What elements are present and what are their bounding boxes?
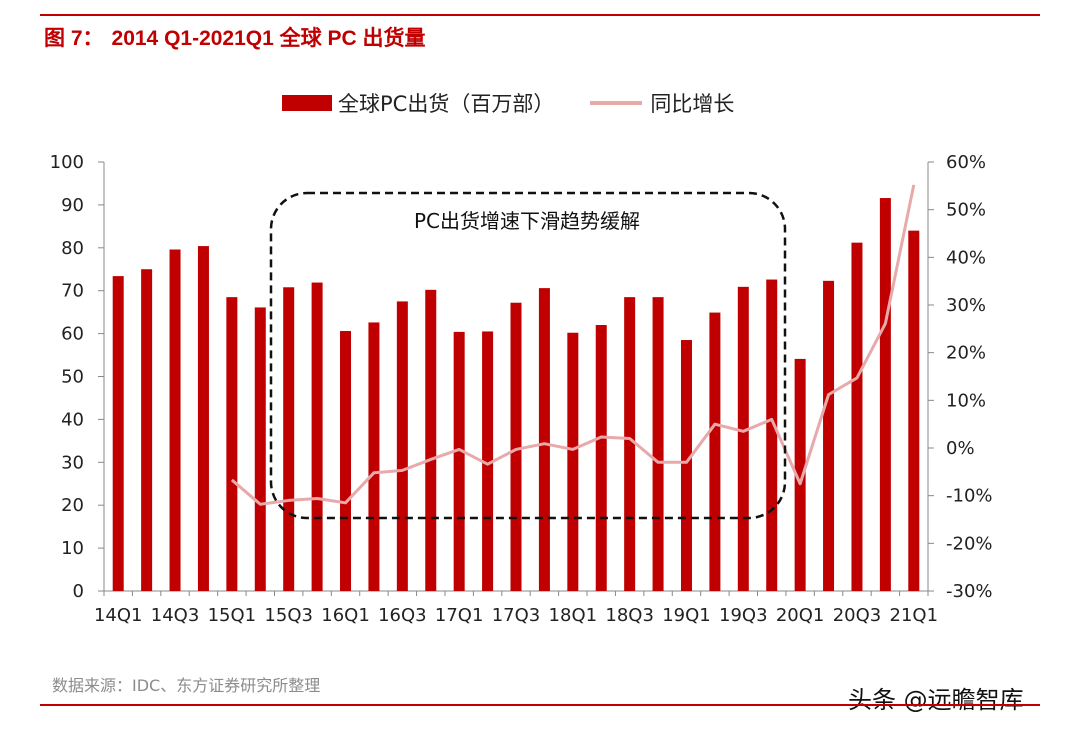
bar-16Q4: [425, 289, 437, 591]
y-left-tick-label: 40: [61, 409, 84, 430]
y-right-tick-label: -30%: [946, 581, 993, 602]
x-tick-label: 16Q3: [378, 605, 427, 626]
figure-title-text: 2014 Q1-2021Q1 全球 PC 出货量: [111, 27, 426, 50]
y-left-tick-label: 10: [61, 538, 84, 559]
bar-16Q2: [368, 322, 380, 591]
y-left-tick-label: 90: [61, 195, 84, 216]
bar-16Q3: [396, 301, 408, 591]
y-right-tick-label: -20%: [946, 533, 993, 554]
bar-19Q4: [766, 279, 778, 591]
x-tick-label: 21Q1: [890, 605, 939, 626]
y-right-tick-label: 20%: [946, 343, 986, 364]
y-left-tick-label: 80: [61, 238, 84, 259]
legend-bar-label: 全球PC出货（百万部）: [338, 92, 555, 116]
y-right-tick-label: 10%: [946, 390, 986, 411]
bar-17Q3: [510, 302, 522, 591]
bar-18Q1: [567, 332, 579, 591]
annotation-text: PC出货增速下滑趋势缓解: [414, 209, 640, 233]
y-right-tick-label: 30%: [946, 295, 986, 316]
x-tick-label: 17Q3: [492, 605, 541, 626]
y-right-tick-label: -10%: [946, 486, 993, 507]
x-tick-label: 20Q3: [833, 605, 882, 626]
y-right-tick-label: 50%: [946, 200, 986, 221]
x-tick-label: 15Q3: [264, 605, 313, 626]
bar-18Q3: [624, 297, 636, 591]
bar-17Q4: [538, 288, 550, 591]
bar-20Q1: [794, 358, 806, 591]
bar-19Q3: [737, 286, 749, 591]
x-tick-label: 18Q3: [605, 605, 654, 626]
x-tick-label: 15Q1: [208, 605, 257, 626]
y-left-tick-label: 0: [73, 581, 84, 602]
x-tick-label: 14Q1: [94, 605, 143, 626]
x-tick-label: 14Q3: [151, 605, 200, 626]
x-tick-label: 20Q1: [776, 605, 825, 626]
bar-19Q2: [709, 312, 721, 591]
bar-15Q3: [283, 287, 295, 591]
x-tick-label: 19Q1: [662, 605, 711, 626]
watermark: 头条 @远瞻智库: [848, 686, 1024, 714]
x-tick-label: 16Q1: [321, 605, 370, 626]
y-left-tick-label: 70: [61, 281, 84, 302]
bar-14Q1: [112, 276, 124, 591]
x-tick-label: 19Q3: [719, 605, 768, 626]
chart-legend: 全球PC出货（百万部） 同比增长: [282, 88, 734, 118]
bar-14Q3: [169, 249, 181, 592]
legend-bar-swatch: [282, 95, 332, 111]
bottom-rule: [40, 704, 1040, 706]
top-rule: [40, 14, 1040, 16]
bar-19Q1: [680, 340, 692, 591]
legend-line-label: 同比增长: [650, 92, 735, 116]
bar-18Q2: [595, 325, 607, 591]
bar-15Q1: [226, 297, 238, 591]
bar-16Q1: [340, 331, 352, 591]
y-right-tick-label: 60%: [946, 152, 986, 173]
bar-20Q3: [851, 242, 863, 592]
figure-title: 图 7： 2014 Q1-2021Q1 全球 PC 出货量: [44, 22, 433, 52]
bar-14Q2: [141, 269, 153, 591]
bar-17Q1: [453, 331, 465, 591]
y-left-tick-label: 60: [61, 324, 84, 345]
data-source: 数据来源：IDC、东方证券研究所整理: [52, 676, 321, 695]
x-tick-label: 18Q1: [549, 605, 598, 626]
legend-line-swatch: [590, 101, 643, 105]
bar-15Q4: [311, 282, 323, 591]
y-right-tick-label: 0%: [946, 438, 975, 459]
bar-18Q4: [652, 297, 664, 591]
y-left-tick-label: 30: [61, 452, 84, 473]
y-right-tick-label: 40%: [946, 247, 986, 268]
bar-17Q2: [482, 331, 494, 591]
bar-14Q4: [197, 246, 209, 592]
bar-21Q1: [908, 230, 920, 591]
bar-20Q2: [823, 280, 835, 591]
annotation-box: [269, 191, 787, 520]
y-left-tick-label: 20: [61, 495, 84, 516]
x-tick-label: 17Q1: [435, 605, 484, 626]
yoy-growth-line: [230, 184, 916, 506]
y-left-tick-label: 100: [50, 152, 84, 173]
y-left-tick-label: 50: [61, 367, 84, 388]
bar-15Q2: [254, 307, 266, 591]
bar-20Q4: [879, 198, 891, 591]
figure-number: 图 7：: [44, 27, 104, 50]
